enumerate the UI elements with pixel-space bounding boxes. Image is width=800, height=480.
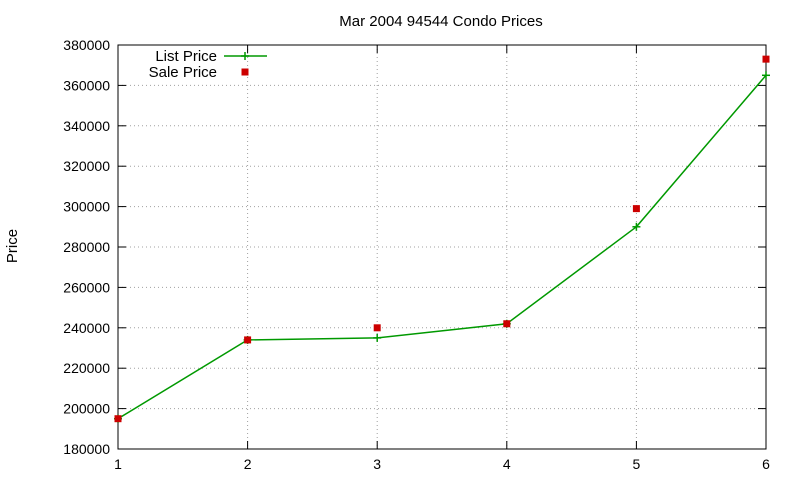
sale-price-point bbox=[373, 324, 381, 332]
x-tick-label: 5 bbox=[633, 456, 641, 472]
y-tick-label: 360000 bbox=[63, 77, 110, 93]
y-tick-label: 340000 bbox=[63, 118, 110, 134]
y-tick-label: 260000 bbox=[63, 279, 110, 295]
series-layer bbox=[114, 55, 770, 423]
y-tick-label: 180000 bbox=[63, 441, 110, 457]
x-tick-label: 3 bbox=[373, 456, 381, 472]
sale-price-point bbox=[762, 55, 770, 63]
legend-marker-sample bbox=[241, 52, 249, 60]
sale-price-point bbox=[503, 320, 511, 328]
x-tick-label: 6 bbox=[762, 456, 770, 472]
list-price-point bbox=[373, 333, 382, 342]
sale-price-point bbox=[114, 415, 122, 423]
y-tick-label: 200000 bbox=[63, 401, 110, 417]
legend-label: Sale Price bbox=[149, 64, 217, 81]
x-tick-label: 1 bbox=[114, 456, 122, 472]
list-price-point bbox=[632, 222, 641, 231]
sale-price-point bbox=[244, 336, 252, 344]
list-price-line bbox=[117, 74, 767, 420]
legend-label: List Price bbox=[155, 48, 217, 65]
y-tick-label: 220000 bbox=[63, 360, 110, 376]
y-tick-label: 320000 bbox=[63, 158, 110, 174]
legend-square-sample bbox=[241, 68, 249, 76]
y-axis-label: Price bbox=[4, 229, 21, 263]
chart-title: Mar 2004 94544 Condo Prices bbox=[339, 13, 542, 30]
y-tick-label: 240000 bbox=[63, 320, 110, 336]
list-price-point bbox=[762, 71, 770, 80]
y-tick-label: 300000 bbox=[63, 199, 110, 215]
sale-price-point bbox=[632, 205, 640, 213]
y-tick-label: 380000 bbox=[63, 37, 110, 53]
x-tick-label: 4 bbox=[503, 456, 511, 472]
x-tick-label: 2 bbox=[244, 456, 252, 472]
grid bbox=[118, 45, 766, 449]
ticks: 180000 200000 220000 240000 260000 280000 3000… bbox=[63, 37, 770, 472]
y-tick-label: 280000 bbox=[63, 239, 110, 255]
series-1 bbox=[114, 55, 770, 423]
